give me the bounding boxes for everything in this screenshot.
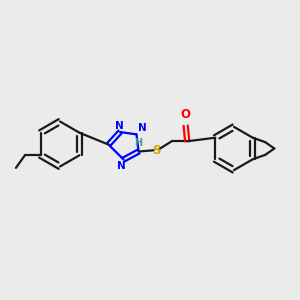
Text: S: S (152, 144, 160, 157)
Text: N: N (117, 161, 126, 171)
Text: N: N (115, 121, 124, 131)
Text: O: O (181, 109, 191, 122)
Text: H: H (134, 138, 142, 148)
Text: N: N (138, 123, 147, 133)
